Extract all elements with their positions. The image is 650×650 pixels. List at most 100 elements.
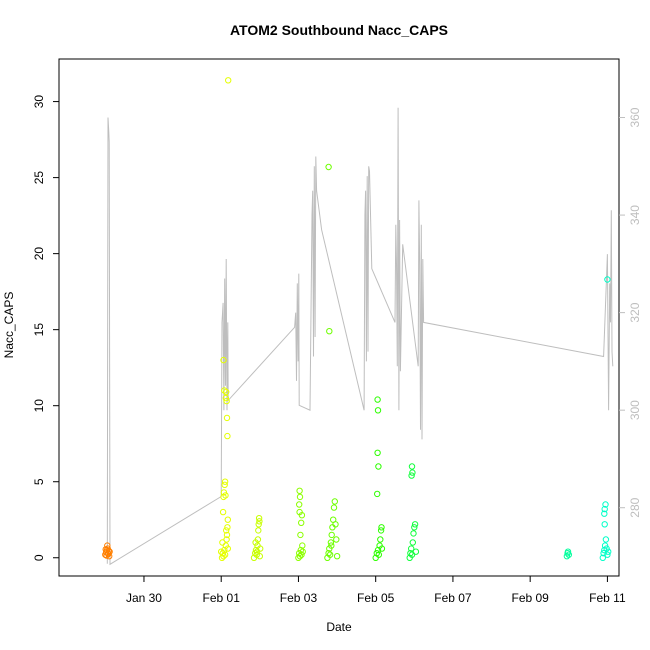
data-point xyxy=(225,77,232,84)
data-point xyxy=(223,527,230,534)
series-5 xyxy=(372,396,386,561)
data-point xyxy=(332,521,339,528)
data-point xyxy=(299,542,306,549)
data-point xyxy=(602,501,609,508)
data-point xyxy=(224,432,231,440)
data-point xyxy=(564,548,572,555)
data-point xyxy=(377,536,384,543)
data-point xyxy=(222,394,230,402)
series-3 xyxy=(295,487,306,561)
data-point xyxy=(409,469,416,476)
data-point xyxy=(255,527,262,534)
data-point xyxy=(296,487,303,494)
secondary-trace-line xyxy=(106,107,614,566)
data-point xyxy=(328,531,335,539)
data-point xyxy=(223,388,230,396)
data-point xyxy=(102,546,109,553)
data-point xyxy=(221,551,229,558)
data-point xyxy=(411,521,419,528)
series-2 xyxy=(250,515,264,561)
plot-frame xyxy=(58,58,620,577)
chart-title: ATOM2 Southbound Nacc_CAPS xyxy=(230,22,448,38)
series-7 xyxy=(563,548,572,560)
data-point xyxy=(601,505,608,513)
y-tick-label: 0 xyxy=(32,554,46,561)
data-point xyxy=(599,554,606,561)
data-point xyxy=(252,539,259,546)
data-point xyxy=(408,551,416,558)
data-point xyxy=(333,553,341,560)
data-point xyxy=(374,407,382,414)
data-point xyxy=(218,548,225,555)
data-point xyxy=(298,512,306,519)
data-point xyxy=(374,490,381,498)
data-point xyxy=(374,449,381,456)
y2-tick-label: 300 xyxy=(628,400,642,420)
data-point xyxy=(563,553,571,560)
data-point xyxy=(223,397,230,405)
series-8 xyxy=(599,276,612,561)
data-point xyxy=(333,536,340,543)
x-axis-label: Date xyxy=(326,620,352,634)
data-point xyxy=(224,545,232,552)
data-point xyxy=(374,396,381,403)
y-tick-label: 30 xyxy=(32,95,46,109)
data-point xyxy=(326,328,333,335)
series-1 xyxy=(218,77,232,561)
y2-tick-label: 360 xyxy=(628,107,642,127)
data-point xyxy=(220,356,227,364)
data-point xyxy=(298,551,305,558)
data-point xyxy=(331,498,338,505)
x-tick-label: Feb 05 xyxy=(357,591,395,605)
data-point xyxy=(408,545,415,552)
data-point xyxy=(224,516,232,523)
x-tick-label: Feb 03 xyxy=(280,591,318,605)
data-point xyxy=(408,463,416,470)
data-point xyxy=(297,531,304,539)
x-tick-label: Feb 01 xyxy=(203,591,241,605)
data-point xyxy=(103,552,110,559)
x-tick-label: Jan 30 xyxy=(126,591,162,605)
data-point xyxy=(327,539,335,546)
data-point xyxy=(252,550,259,557)
plot-area xyxy=(102,77,614,566)
data-point xyxy=(255,515,263,522)
data-point xyxy=(375,551,382,558)
data-point xyxy=(221,478,229,485)
data-point xyxy=(409,539,416,546)
data-point xyxy=(106,553,113,560)
data-point xyxy=(256,518,263,525)
data-point xyxy=(223,531,231,539)
data-point xyxy=(411,524,418,531)
data-point xyxy=(255,521,262,528)
data-point xyxy=(604,551,611,558)
data-point xyxy=(377,527,385,534)
data-point xyxy=(325,550,332,557)
data-point xyxy=(219,539,226,546)
data-point xyxy=(602,536,610,543)
data-point xyxy=(253,551,260,558)
data-point xyxy=(296,493,304,501)
data-point xyxy=(601,542,609,549)
y-axis-label: Nacc_CAPS xyxy=(2,292,16,359)
y-tick-label: 10 xyxy=(32,399,46,413)
data-point xyxy=(326,551,334,558)
y-tick-label: 20 xyxy=(32,247,46,261)
y2-tick-label: 320 xyxy=(628,302,642,322)
series-6 xyxy=(406,463,420,561)
data-point xyxy=(601,521,608,528)
x-tick-label: Feb 09 xyxy=(511,591,549,605)
y2-tick-label: 280 xyxy=(628,497,642,517)
y-tick-label: 25 xyxy=(32,171,46,185)
series-0 xyxy=(102,542,113,560)
data-point xyxy=(412,548,420,555)
x-tick-label: Feb 11 xyxy=(589,591,626,605)
y-tick-label: 5 xyxy=(32,478,46,485)
data-point xyxy=(603,545,610,552)
y2-tick-label: 340 xyxy=(628,205,642,225)
data-point xyxy=(219,508,227,516)
data-point xyxy=(221,387,228,394)
data-point xyxy=(223,536,230,543)
